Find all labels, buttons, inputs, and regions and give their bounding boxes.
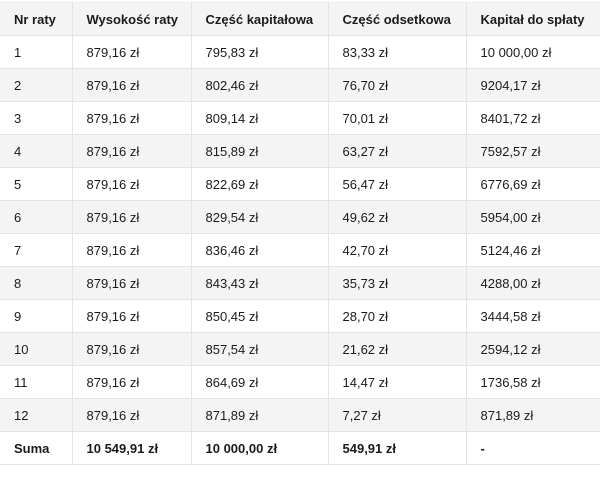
table-cell: 4288,00 zł: [466, 266, 600, 300]
table-cell: 1736,58 zł: [466, 365, 600, 399]
table-cell: 879,16 zł: [72, 167, 192, 201]
table-row: 3 879,16 zł 809,14 zł 70,01 zł 8401,72 zł: [0, 101, 600, 135]
table-cell: 10: [0, 332, 73, 366]
table-cell: 14,47 zł: [328, 365, 467, 399]
table-row: 6 879,16 zł 829,54 zł 49,62 zł 5954,00 zł: [0, 200, 600, 234]
table-cell: 5954,00 zł: [466, 200, 600, 234]
table-cell: 5: [0, 167, 73, 201]
table-cell: 879,16 zł: [72, 101, 192, 135]
table-cell: 28,70 zł: [328, 299, 467, 333]
table-cell: 809,14 zł: [191, 101, 329, 135]
column-header: Nr raty: [0, 2, 73, 36]
amortization-table: Nr raty Wysokość raty Część kapitałowa Częś…: [0, 2, 600, 465]
table-cell: 5124,46 zł: [466, 233, 600, 267]
table-row: 8 879,16 zł 843,43 zł 35,73 zł 4288,00 zł: [0, 266, 600, 300]
summary-cell: -: [466, 431, 600, 465]
table-cell: 70,01 zł: [328, 101, 467, 135]
table-row: 7 879,16 zł 836,46 zł 42,70 zł 5124,46 zł: [0, 233, 600, 267]
table-cell: 6776,69 zł: [466, 167, 600, 201]
table-cell: 11: [0, 365, 73, 399]
column-header: Kapitał do spłaty: [466, 2, 600, 36]
table-cell: 10 000,00 zł: [466, 35, 600, 69]
table-cell: 871,89 zł: [466, 398, 600, 432]
table-row: 10 879,16 zł 857,54 zł 21,62 zł 2594,12 zł: [0, 332, 600, 366]
table-cell: 9204,17 zł: [466, 68, 600, 102]
table-cell: 6: [0, 200, 73, 234]
table-cell: 8: [0, 266, 73, 300]
column-header: Wysokość raty: [72, 2, 192, 36]
table-cell: 2594,12 zł: [466, 332, 600, 366]
table-cell: 7: [0, 233, 73, 267]
table-cell: 7592,57 zł: [466, 134, 600, 168]
table-cell: 7,27 zł: [328, 398, 467, 432]
table-cell: 12: [0, 398, 73, 432]
table-cell: 3444,58 zł: [466, 299, 600, 333]
table-foot: Suma 10 549,91 zł 10 000,00 zł 549,91 zł -: [0, 431, 600, 465]
table-cell: 879,16 zł: [72, 200, 192, 234]
table-cell: 879,16 zł: [72, 266, 192, 300]
amortization-schedule: Nr raty Wysokość raty Część kapitałowa Częś…: [0, 2, 600, 465]
table-cell: 49,62 zł: [328, 200, 467, 234]
table-cell: 879,16 zł: [72, 332, 192, 366]
table-cell: 3: [0, 101, 73, 135]
table-cell: 879,16 zł: [72, 398, 192, 432]
table-cell: 4: [0, 134, 73, 168]
table-cell: 879,16 zł: [72, 134, 192, 168]
table-cell: 42,70 zł: [328, 233, 467, 267]
table-cell: 879,16 zł: [72, 233, 192, 267]
table-cell: 63,27 zł: [328, 134, 467, 168]
table-row: 9 879,16 zł 850,45 zł 28,70 zł 3444,58 zł: [0, 299, 600, 333]
table-row: 1 879,16 zł 795,83 zł 83,33 zł 10 000,00 zł: [0, 35, 600, 69]
table-cell: 871,89 zł: [191, 398, 329, 432]
table-cell: 879,16 zł: [72, 35, 192, 69]
table-cell: 76,70 zł: [328, 68, 467, 102]
table-row: 4 879,16 zł 815,89 zł 63,27 zł 7592,57 zł: [0, 134, 600, 168]
table-cell: 879,16 zł: [72, 299, 192, 333]
table-cell: 850,45 zł: [191, 299, 329, 333]
summary-cell: 549,91 zł: [328, 431, 467, 465]
table-body: 1 879,16 zł 795,83 zł 83,33 zł 10 000,00 zł 2…: [0, 35, 600, 432]
table-row: 2 879,16 zł 802,46 zł 76,70 zł 9204,17 zł: [0, 68, 600, 102]
table-cell: 829,54 zł: [191, 200, 329, 234]
table-row: 12 879,16 zł 871,89 zł 7,27 zł 871,89 zł: [0, 398, 600, 432]
table-cell: 864,69 zł: [191, 365, 329, 399]
table-cell: 843,43 zł: [191, 266, 329, 300]
column-header: Część kapitałowa: [191, 2, 329, 36]
table-row: 5 879,16 zł 822,69 zł 56,47 zł 6776,69 zł: [0, 167, 600, 201]
table-head: Nr raty Wysokość raty Część kapitałowa Częś…: [0, 2, 600, 36]
table-cell: 9: [0, 299, 73, 333]
table-cell: 56,47 zł: [328, 167, 467, 201]
table-cell: 83,33 zł: [328, 35, 467, 69]
table-cell: 879,16 zł: [72, 365, 192, 399]
table-cell: 1: [0, 35, 73, 69]
summary-row: Suma 10 549,91 zł 10 000,00 zł 549,91 zł -: [0, 431, 600, 465]
table-cell: 815,89 zł: [191, 134, 329, 168]
table-row: 11 879,16 zł 864,69 zł 14,47 zł 1736,58 zł: [0, 365, 600, 399]
table-cell: 857,54 zł: [191, 332, 329, 366]
table-cell: 822,69 zł: [191, 167, 329, 201]
table-cell: 8401,72 zł: [466, 101, 600, 135]
table-cell: 2: [0, 68, 73, 102]
table-cell: 795,83 zł: [191, 35, 329, 69]
summary-cell: 10 549,91 zł: [72, 431, 192, 465]
summary-cell: Suma: [0, 431, 73, 465]
table-cell: 21,62 zł: [328, 332, 467, 366]
summary-cell: 10 000,00 zł: [191, 431, 329, 465]
column-header: Część odsetkowa: [328, 2, 467, 36]
table-cell: 836,46 zł: [191, 233, 329, 267]
table-header-row: Nr raty Wysokość raty Część kapitałowa Częś…: [0, 2, 600, 36]
table-cell: 35,73 zł: [328, 266, 467, 300]
table-cell: 879,16 zł: [72, 68, 192, 102]
table-cell: 802,46 zł: [191, 68, 329, 102]
